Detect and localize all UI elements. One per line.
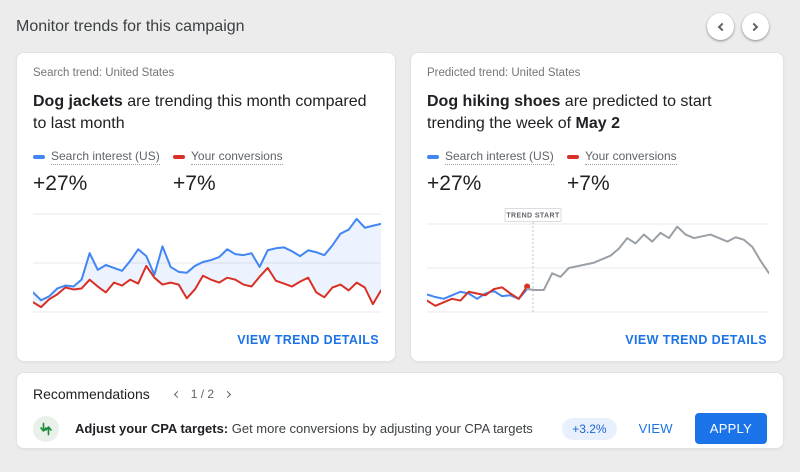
recommendation-text: Adjust your CPA targets: Get more conver… [75,421,533,436]
chevron-left-icon [717,22,727,31]
search-trend-chart [33,213,381,313]
search-interest-change: +27% [33,172,88,195]
impact-badge: +3.2% [562,417,617,440]
legend-label: Your conversions [191,149,283,165]
legend-row: Search interest (US) +27% Your conversio… [33,149,379,196]
recommendations-title: Recommendations [33,386,150,402]
recommendation-title: Adjust your CPA targets: [75,421,229,436]
title-text: are predicted to start trending the week… [427,93,712,132]
next-cards-button[interactable] [742,13,769,40]
legend-your-conversions[interactable]: Your conversions [173,149,313,165]
recommendations-bar: Recommendations 1 / 2 Ad [16,372,784,449]
legend-row: Search interest (US) +27% Your conversio… [427,149,767,196]
series-blue-swatch [33,155,45,159]
legend-label: Search interest (US) [51,149,160,165]
apply-button[interactable]: APPLY [694,413,767,444]
legend-your-conversions[interactable]: Your conversions [567,149,707,165]
card-label: Search trend: United States [33,67,175,79]
conversions-change: +7% [173,172,216,195]
chevron-right-icon [749,22,759,31]
search-interest-change: +27% [427,172,482,195]
card-title: Dog hiking shoes are predicted to start … [427,91,767,135]
trend-keyword: Dog jackets [33,93,123,110]
legend-label: Your conversions [585,149,677,165]
card-pagination [707,13,769,40]
page-title: Monitor trends for this campaign [16,18,245,35]
trend-keyword: Dog hiking shoes [427,93,561,110]
card-label: Predicted trend: United States [427,67,581,79]
series-red-swatch [567,155,579,159]
adjust-arrows-icon [33,415,59,442]
trend-date: May 2 [575,115,621,132]
view-trend-details-link[interactable]: VIEW TREND DETAILS [625,333,767,347]
pager-count: 1 / 2 [190,387,215,401]
series-red-swatch [173,155,185,159]
view-trend-details-link[interactable]: VIEW TREND DETAILS [237,333,379,347]
predicted-trend-chart: TREND START [427,208,769,313]
recommendations-pager: 1 / 2 [170,387,235,401]
prev-cards-button[interactable] [707,13,734,40]
predicted-trend-card: Predicted trend: United States Dog hikin… [410,52,784,362]
recommendation-description: Get more conversions by adjusting your C… [228,421,533,436]
pager-next-button[interactable] [223,390,235,399]
series-blue-swatch [427,155,439,159]
legend-search-interest[interactable]: Search interest (US) [427,149,567,165]
legend-search-interest[interactable]: Search interest (US) [33,149,173,165]
view-button[interactable]: VIEW [638,421,673,436]
title-text: are trending this month compared to last… [33,93,367,132]
conversions-change: +7% [567,172,610,195]
chevron-left-icon [173,390,181,398]
legend-label: Search interest (US) [445,149,554,165]
trend-cards: Search trend: United States Dog jackets … [16,52,784,362]
svg-text:TREND START: TREND START [506,213,560,220]
card-title: Dog jackets are trending this month comp… [33,91,379,135]
chevron-right-icon [224,390,232,398]
search-trend-card: Search trend: United States Dog jackets … [16,52,396,362]
pager-prev-button[interactable] [170,390,182,399]
